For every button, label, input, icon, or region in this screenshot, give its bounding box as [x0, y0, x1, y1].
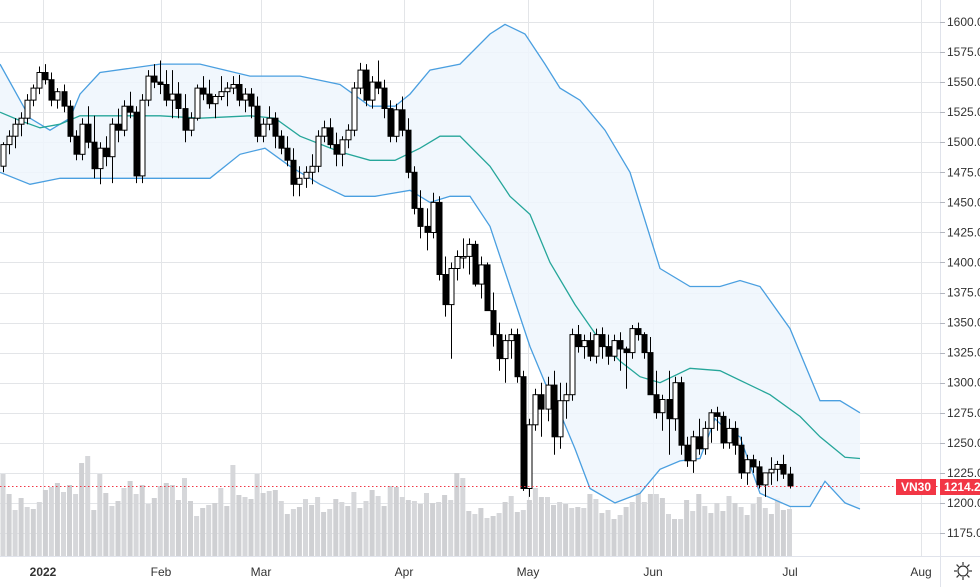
symbol-label: VN30 — [896, 478, 937, 495]
time-tick-label: Mar — [251, 565, 272, 579]
price-tick-label: 1500.0 — [947, 135, 980, 149]
last-price-tag: VN30 1214.2 — [896, 478, 980, 495]
price-tick-label: 1250.0 — [947, 436, 980, 450]
time-tick-label: Apr — [395, 565, 414, 579]
price-tick-label: 1400.0 — [947, 256, 980, 270]
price-tick-label: 1200.0 — [947, 496, 980, 510]
price-tick-label: 1575.0 — [947, 45, 980, 59]
last-price-value: 1214.2 — [940, 478, 980, 495]
price-tick-label: 1225.0 — [947, 466, 980, 480]
time-tick-label: Jun — [643, 565, 662, 579]
price-tick-label: 1425.0 — [947, 225, 980, 239]
chart-settings-button[interactable] — [952, 560, 974, 582]
time-axis[interactable]: 2022 Feb Mar Apr May Jun Jul Aug — [30, 565, 932, 579]
price-tick-label: 1375.0 — [947, 286, 980, 300]
price-tick-label: 1600.0 — [947, 15, 980, 29]
price-tick-label: 1525.0 — [947, 105, 980, 119]
price-tick-label: 1175.0 — [947, 526, 980, 540]
price-axis[interactable]: 1600.0 1575.0 1550.0 1525.0 1500.0 1475.0 1450… — [940, 15, 980, 540]
time-tick-label: May — [517, 565, 540, 579]
time-tick-label: Jul — [782, 565, 797, 579]
volume-bars — [0, 456, 792, 556]
time-tick-label: Feb — [151, 565, 172, 579]
price-tick-label: 1275.0 — [947, 406, 980, 420]
price-tick-label: 1300.0 — [947, 376, 980, 390]
time-tick-label: 2022 — [30, 565, 57, 579]
gear-icon — [954, 562, 972, 580]
price-candles — [0, 60, 794, 497]
price-tick-label: 1475.0 — [947, 165, 980, 179]
price-tick-label: 1450.0 — [947, 195, 980, 209]
price-tick-label: 1550.0 — [947, 75, 980, 89]
price-tick-label: 1350.0 — [947, 316, 980, 330]
time-tick-label: Aug — [910, 565, 931, 579]
price-tick-label: 1325.0 — [947, 346, 980, 360]
